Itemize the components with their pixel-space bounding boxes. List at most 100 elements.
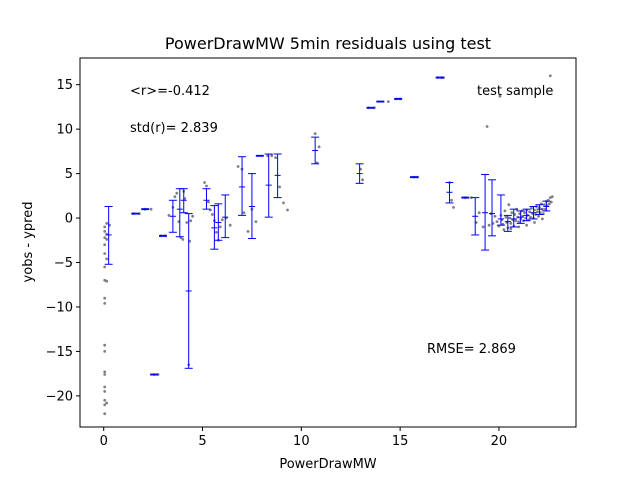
legend-test-sample: test sample: [477, 84, 553, 99]
errorbar-1: [131, 212, 140, 215]
data-point-28: [149, 207, 153, 211]
errorbar-11: [214, 203, 223, 241]
data-point-11: [103, 370, 107, 374]
data-point-12: [103, 373, 107, 376]
data-point-9: [103, 343, 107, 347]
errorbar-13: [238, 156, 247, 216]
x-tick-label-0: 0: [100, 434, 108, 449]
data-point-61: [242, 211, 246, 215]
y-tick-label--15: −15: [46, 345, 73, 360]
data-point-0: [103, 225, 107, 229]
data-point-67: [274, 156, 277, 160]
data-point-157: [525, 223, 528, 227]
y-tick-label-5: 5: [65, 167, 73, 182]
data-point-73: [317, 145, 321, 149]
data-point-23: [105, 401, 109, 405]
data-point-98: [493, 214, 497, 218]
data-point-21: [105, 257, 109, 261]
data-point-120: [517, 220, 521, 224]
x-tick-label-15: 15: [392, 434, 409, 449]
errorbar-28: [481, 173, 490, 251]
errorbar-27: [471, 197, 480, 236]
data-point-45: [189, 219, 193, 223]
data-point-139: [536, 210, 539, 214]
annotation-r-std: std(r)= 2.839: [130, 121, 218, 136]
y-axis-label: yobs - ypred: [21, 202, 36, 283]
data-point-153: [549, 200, 553, 204]
y-tick-label--10: −10: [46, 300, 73, 315]
data-point-16: [103, 403, 107, 407]
data-point-140: [537, 214, 540, 218]
data-point-64: [254, 220, 258, 224]
data-point-1: [103, 230, 107, 233]
data-point-35: [173, 195, 177, 199]
data-point-156: [517, 225, 521, 229]
errorbar-30: [496, 194, 505, 226]
y-tick-label--20: −20: [46, 389, 73, 404]
errorbar-19: [355, 163, 364, 184]
errorbar-5: [168, 199, 177, 233]
data-point-111: [508, 216, 512, 220]
data-point-22: [105, 279, 109, 283]
y-axis: −20 −15 −10 −5 0 5 10 15: [46, 78, 80, 404]
data-point-101: [498, 94, 502, 98]
data-point-68: [278, 185, 281, 189]
errorbar-22: [394, 97, 403, 100]
data-point-93: [481, 225, 485, 229]
errorbar-3: [150, 373, 159, 376]
data-point-107: [504, 215, 508, 219]
errorbar-21: [376, 100, 385, 103]
data-point-42: [185, 221, 189, 224]
data-point-48: [205, 184, 208, 188]
data-point-53: [215, 230, 218, 234]
errorbar-17: [273, 153, 282, 199]
data-point-13: [103, 385, 107, 389]
data-point-55: [218, 225, 222, 229]
annotation-r-mean: <r>=-0.412: [130, 84, 210, 99]
errorbar-34: [522, 208, 531, 222]
data-point-69: [282, 201, 285, 205]
data-point-46: [191, 214, 195, 218]
data-point-14: [103, 390, 107, 393]
data-point-62: [246, 230, 250, 233]
data-point-117: [514, 219, 518, 223]
data-point-87: [450, 198, 453, 202]
errorbar-33: [516, 210, 525, 224]
errorbar-31: [503, 214, 512, 232]
data-point-133: [530, 206, 533, 210]
data-point-155: [509, 227, 513, 231]
data-point-95: [487, 223, 491, 227]
data-point-110: [507, 203, 511, 207]
data-point-4: [103, 252, 107, 256]
errorbar-20: [366, 106, 375, 109]
data-point-106: [503, 209, 507, 213]
errorbar-9: [202, 188, 211, 210]
errorbar-29: [488, 179, 497, 237]
x-axis-label: PowerDrawMW: [279, 457, 376, 472]
errorbar-15: [255, 154, 264, 157]
annotation-rmse: RMSE= 2.869: [427, 342, 516, 357]
chart-title: PowerDrawMW 5min residuals using test: [165, 34, 491, 53]
errorbar-0: [104, 205, 113, 265]
data-point-15: [103, 398, 107, 402]
y-tick-label-15: 15: [56, 78, 73, 93]
data-point-56: [220, 218, 224, 222]
errorbar-26: [461, 196, 470, 199]
data-point-20: [105, 238, 109, 241]
data-point-99: [495, 220, 499, 224]
data-point-66: [270, 154, 274, 158]
data-point-8: [103, 302, 107, 305]
data-point-92: [477, 211, 481, 215]
data-point-160: [550, 195, 554, 199]
data-point-112: [509, 222, 513, 225]
data-point-131: [528, 210, 531, 214]
errorbars-layer: [104, 76, 551, 376]
data-point-5: [103, 265, 107, 269]
data-point-17: [103, 412, 107, 416]
data-point-158: [533, 221, 536, 224]
errorbar-24: [435, 76, 444, 79]
data-point-159: [541, 217, 544, 221]
data-point-51: [211, 213, 214, 216]
errorbar-14: [247, 173, 256, 239]
